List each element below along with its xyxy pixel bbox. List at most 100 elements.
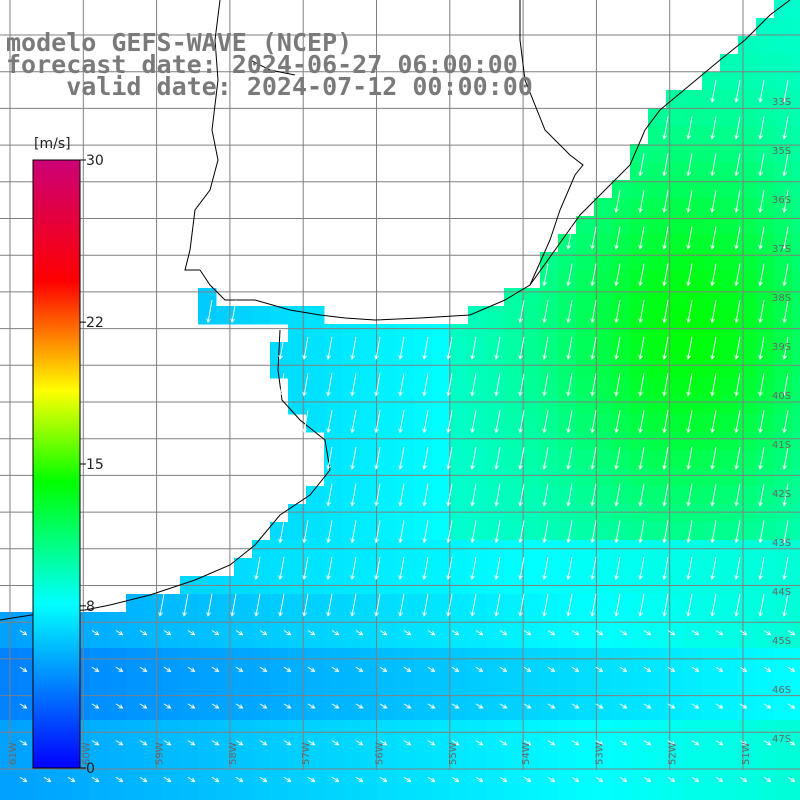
speed-cell bbox=[522, 774, 541, 793]
wind-arrow bbox=[451, 666, 460, 672]
speed-cell bbox=[378, 612, 397, 631]
wind-arrow bbox=[734, 557, 741, 581]
speed-cell bbox=[774, 108, 793, 127]
wind-arrow bbox=[350, 410, 357, 434]
speed-cell bbox=[378, 774, 397, 793]
speed-cell bbox=[702, 270, 721, 289]
speed-cell bbox=[90, 684, 109, 703]
speed-cell bbox=[774, 72, 793, 91]
wind-arrow bbox=[499, 703, 508, 709]
speed-cell bbox=[342, 684, 361, 703]
speed-cell bbox=[756, 612, 775, 631]
wind-arrow bbox=[91, 776, 100, 783]
wind-arrow bbox=[710, 300, 717, 324]
speed-cell bbox=[684, 270, 703, 289]
wind-arrow bbox=[662, 336, 669, 360]
wind-arrow bbox=[115, 703, 124, 709]
speed-cell bbox=[666, 180, 685, 199]
wind-arrow bbox=[422, 557, 429, 581]
speed-cell bbox=[234, 666, 253, 685]
wind-arrow bbox=[446, 446, 453, 470]
wind-arrow bbox=[686, 410, 693, 434]
speed-cell bbox=[792, 54, 800, 73]
speed-cell bbox=[270, 306, 289, 325]
speed-cell bbox=[288, 738, 307, 757]
speed-cell bbox=[36, 774, 55, 793]
speed-cell bbox=[720, 468, 739, 487]
speed-cell bbox=[594, 756, 613, 775]
speed-cell bbox=[270, 720, 289, 739]
lat-label: 46S bbox=[772, 685, 791, 696]
speed-cell bbox=[414, 486, 433, 505]
wind-arrow bbox=[350, 593, 357, 617]
wind-arrow bbox=[518, 483, 525, 507]
lat-label: 39S bbox=[772, 342, 791, 353]
speed-cell bbox=[558, 702, 577, 721]
wind-arrow bbox=[523, 630, 532, 636]
speed-cell bbox=[738, 108, 757, 127]
wind-arrow bbox=[662, 557, 669, 581]
speed-cell bbox=[702, 738, 721, 757]
wind-arrow bbox=[355, 630, 364, 636]
wind-arrow bbox=[355, 740, 364, 746]
speed-cell bbox=[504, 396, 523, 415]
wind-arrow bbox=[163, 776, 172, 783]
speed-cell bbox=[450, 684, 469, 703]
speed-cell bbox=[468, 684, 487, 703]
speed-cell bbox=[792, 198, 800, 217]
wind-arrow bbox=[566, 373, 573, 397]
wind-arrow bbox=[494, 483, 501, 507]
wind-arrow bbox=[686, 373, 693, 397]
wind-arrow bbox=[614, 483, 621, 507]
speed-cell bbox=[576, 468, 595, 487]
speed-cell bbox=[738, 342, 757, 361]
speed-cell bbox=[774, 666, 793, 685]
wind-arrow bbox=[758, 300, 765, 324]
wind-arrow bbox=[734, 226, 741, 250]
speed-cell bbox=[792, 594, 800, 613]
speed-cell bbox=[0, 630, 19, 649]
wind-arrow bbox=[686, 483, 693, 507]
speed-cell bbox=[126, 684, 145, 703]
wind-arrow bbox=[211, 776, 220, 783]
lat-label: 43S bbox=[772, 538, 791, 549]
speed-cell bbox=[252, 594, 271, 613]
wind-arrow bbox=[595, 740, 604, 746]
speed-cell bbox=[576, 774, 595, 793]
speed-cell bbox=[378, 468, 397, 487]
speed-cell bbox=[450, 468, 469, 487]
speed-cell bbox=[756, 720, 775, 739]
speed-cell bbox=[324, 324, 343, 343]
speed-cell bbox=[486, 468, 505, 487]
speed-cell bbox=[198, 684, 217, 703]
wind-arrow bbox=[398, 446, 405, 470]
speed-cell bbox=[666, 432, 685, 451]
speed-cell bbox=[324, 738, 343, 757]
speed-cell bbox=[234, 594, 253, 613]
wind-arrow bbox=[331, 630, 340, 636]
speed-cell bbox=[360, 396, 379, 415]
speed-cell bbox=[576, 396, 595, 415]
wind-arrow bbox=[470, 593, 477, 617]
speed-cell bbox=[396, 684, 415, 703]
wind-arrow bbox=[638, 263, 645, 287]
wind-arrow bbox=[278, 336, 285, 360]
speed-cell bbox=[666, 486, 685, 505]
speed-cell bbox=[414, 648, 433, 667]
speed-cell bbox=[774, 18, 793, 37]
speed-cell bbox=[504, 360, 523, 379]
speed-cell bbox=[738, 630, 757, 649]
colorbar: [m/s] 30 22 15 8 0 bbox=[32, 136, 104, 777]
speed-cell bbox=[774, 630, 793, 649]
wind-arrow bbox=[782, 336, 789, 360]
speed-cell bbox=[774, 756, 793, 775]
speed-cell bbox=[396, 486, 415, 505]
wind-arrow bbox=[782, 593, 789, 617]
speed-cell bbox=[738, 792, 757, 800]
wind-arrow bbox=[499, 776, 508, 783]
speed-cell bbox=[522, 720, 541, 739]
speed-cell bbox=[486, 684, 505, 703]
speed-cell bbox=[720, 342, 739, 361]
speed-cell bbox=[720, 198, 739, 217]
speed-cell bbox=[594, 414, 613, 433]
